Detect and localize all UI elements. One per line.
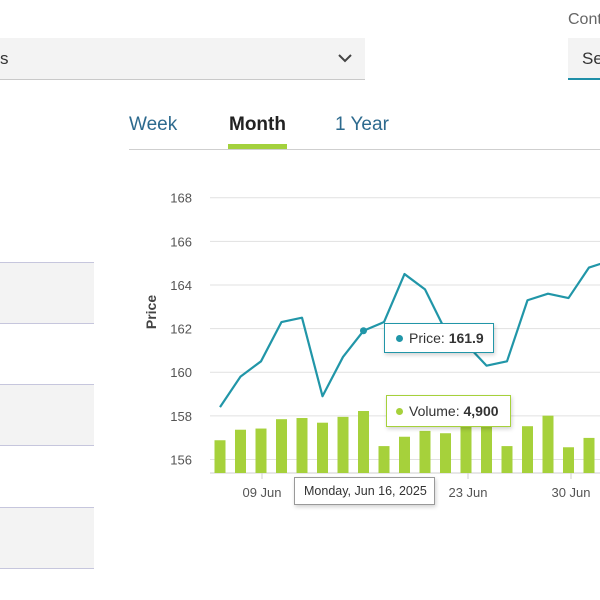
y-tick-labels: 168 166 164 162 160 158 156 [170,191,192,468]
y-tick-160: 160 [170,365,192,380]
x-tick-30-Jun: 30 Jun [551,485,590,500]
volume-bar-11 [440,433,451,473]
chevron-down-icon [338,54,352,63]
volume-bar-10 [419,430,431,473]
range-tabs: Week Month 1 Year [129,108,600,150]
volume-bar-3 [276,419,287,473]
y-axis-label: Price [143,295,159,329]
x-tick-labels: 09 Jun 23 Jun 30 Jun [242,473,591,500]
price-tooltip: Price: 161.9 [384,323,494,353]
volume-bar-4 [296,418,308,473]
volume-bar-15 [522,426,533,473]
y-tick-168: 168 [170,191,192,206]
y-tick-158: 158 [170,409,192,424]
filter-select-value: s [0,49,9,68]
tab-active-indicator [228,144,287,149]
contract-select[interactable]: Se [568,38,600,80]
filter-select[interactable]: s [0,38,365,80]
volume-tooltip-label: Volume: [409,403,460,419]
volume-bar-8 [378,446,390,473]
left-panel-3 [0,507,94,569]
price-tooltip-value: 161.9 [448,330,484,346]
x-tick-09-Jun: 09 Jun [242,485,281,500]
volume-bar-1 [235,429,246,473]
tab-week[interactable]: Week [129,114,178,135]
volume-bar-18 [583,437,595,473]
price-line [219,262,600,408]
tab-month[interactable]: Month [229,114,286,135]
x-tick-23-Jun: 23 Jun [448,485,487,500]
left-panel-2 [0,384,94,446]
volume-bars [214,411,595,473]
y-tick-164: 164 [170,278,192,293]
left-panel-1 [0,262,94,324]
contract-label: Cont [568,11,600,28]
volume-tooltip: Volume: 4,900 [386,395,511,427]
contract-select-value: Se [582,49,600,68]
y-tick-162: 162 [170,322,192,337]
volume-bar-9 [399,436,410,473]
price-tooltip-label: Price: [409,330,445,346]
y-tick-156: 156 [170,452,192,467]
volume-bar-17 [563,447,574,473]
volume-dot-icon [396,407,403,415]
tab-1-year[interactable]: 1 Year [335,114,389,135]
volume-bar-13 [481,415,492,473]
price-series-line [219,262,600,408]
volume-bar-5 [317,422,328,473]
y-tick-166: 166 [170,234,192,249]
volume-tooltip-value: 4,900 [463,403,499,419]
volume-bar-0 [214,440,226,473]
price-point-highlight [360,327,367,335]
volume-bar-16 [542,415,554,473]
volume-bar-12 [460,425,472,473]
price-dot-icon [396,334,403,342]
volume-bar-6 [337,416,349,473]
date-tooltip: Monday, Jun 16, 2025 [294,477,435,505]
volume-bar-14 [501,446,513,473]
date-tooltip-text: Monday, Jun 16, 2025 [304,484,427,498]
volume-bar-2 [255,428,267,473]
volume-bar-7 [358,411,369,473]
